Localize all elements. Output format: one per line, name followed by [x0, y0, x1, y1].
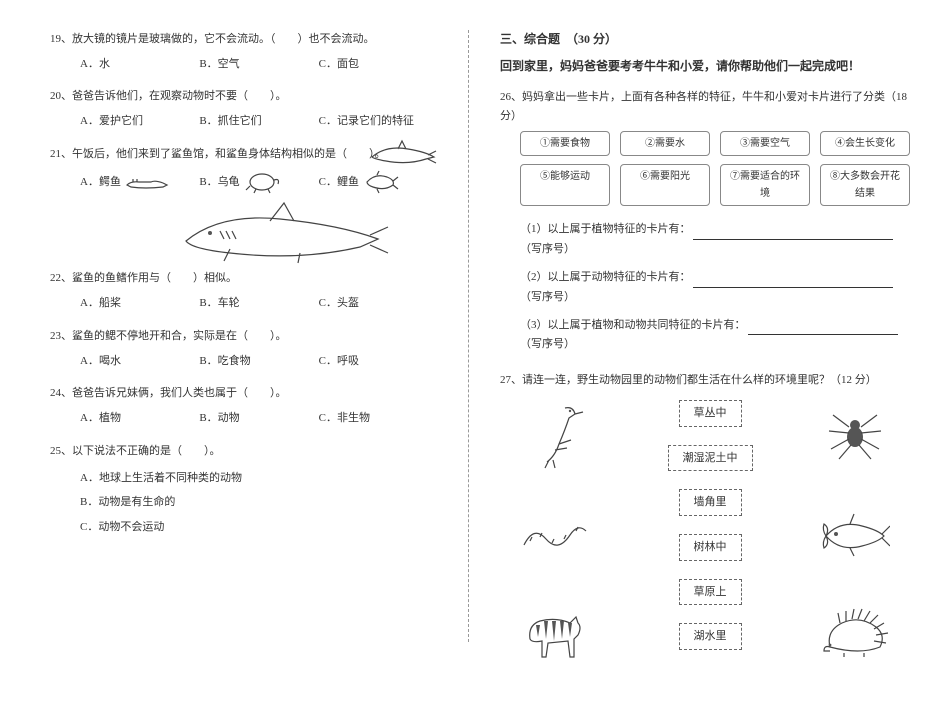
q21-opt-c: C．鲤鱼 — [319, 173, 359, 192]
q19-text: 19、放大镜的镜片是玻璃做的，它不会流动。（ ）也不会流动。 — [50, 30, 438, 49]
q24-opt-a: A．植物 — [80, 409, 199, 428]
spider-icon — [825, 405, 885, 465]
q21-opt-b: B．乌龟 — [199, 173, 239, 192]
q27: 27、请连一连，野生动物园里的动物们都生活在什么样的环境里呢？（12 分） — [500, 371, 910, 720]
carp-icon — [363, 169, 399, 195]
q19: 19、放大镜的镜片是玻璃做的，它不会流动。（ ）也不会流动。 A．水 B．空气 … — [50, 30, 438, 73]
q25-opt-a: A．地球上生活着不同种类的动物 — [80, 466, 438, 490]
q26: 26、妈妈拿出一些卡片，上面有各种各样的特征，牛牛和小爱对卡片进行了分类（18 … — [500, 88, 910, 355]
right-column: 三、综合题 （30 分） 回到家里，妈妈爸爸要考考牛牛和小爱，请你帮助他们一起完… — [475, 30, 910, 642]
q22-opt-c: C．头盔 — [319, 294, 438, 313]
env-6: 湖水里 — [679, 623, 742, 650]
blank-line — [748, 334, 898, 335]
q26-tail-3: （写序号） — [520, 338, 575, 350]
q22-text: 22、鲨鱼的鱼鳍作用与（ ）相似。 — [50, 269, 438, 288]
q25: 25、以下说法不正确的是（ ）。 A．地球上生活着不同种类的动物 B．动物是有生… — [50, 442, 438, 539]
blank-line — [693, 287, 893, 288]
woodpecker-icon — [525, 400, 585, 470]
crocodile-icon — [125, 171, 169, 193]
turtle-icon — [244, 170, 282, 194]
q23-opt-c: C．呼吸 — [319, 352, 438, 371]
q19-opt-b: B．空气 — [199, 55, 318, 74]
q20-opt-c: C．记录它们的特征 — [319, 112, 438, 131]
q23-opt-a: A．喝水 — [80, 352, 199, 371]
q22: 22、鲨鱼的鱼鳍作用与（ ）相似。 A．船桨 B．车轮 C．头盔 — [50, 269, 438, 312]
hedgehog-icon — [820, 607, 890, 662]
q25-opt-b: B．动物是有生命的 — [80, 490, 438, 514]
q20-text: 20、爸爸告诉他们，在观察动物时不要（ ）。 — [50, 87, 438, 106]
q24-opt-c: C．非生物 — [319, 409, 438, 428]
card-8: ⑧大多数会开花结果 — [820, 164, 910, 206]
blank-line — [693, 239, 893, 240]
q26-line2-pre: （2）以上属于动物特征的卡片有： — [520, 271, 691, 283]
section-title: 三、综合题 （30 分） — [500, 30, 910, 47]
q26-line3-pre: （3）以上属于植物和动物共同特征的卡片有： — [520, 319, 746, 331]
zebra-icon — [520, 605, 590, 665]
q24: 24、爸爸告诉兄妹俩，我们人类也属于（ ）。 A．植物 B．动物 C．非生物 — [50, 384, 438, 427]
card-7: ⑦需要适合的环境 — [720, 164, 810, 206]
q23: 23、鲨鱼的鳃不停地开和合，实际是在（ ）。 A．喝水 B．吃食物 C．呼吸 — [50, 327, 438, 370]
shark-small-icon — [368, 139, 438, 169]
q21-opt-a: A．鳄鱼 — [80, 173, 121, 192]
env-4: 树林中 — [679, 534, 742, 561]
q23-text: 23、鲨鱼的鳃不停地开和合，实际是在（ ）。 — [50, 327, 438, 346]
q24-text: 24、爸爸告诉兄妹俩，我们人类也属于（ ）。 — [50, 384, 438, 403]
q25-text: 25、以下说法不正确的是（ ）。 — [50, 442, 438, 461]
q27-text: 27、请连一连，野生动物园里的动物们都生活在什么样的环境里呢？（12 分） — [500, 371, 910, 390]
q20: 20、爸爸告诉他们，在观察动物时不要（ ）。 A．爱护它们 B．抓住它们 C．记… — [50, 87, 438, 130]
env-5: 草原上 — [679, 579, 742, 606]
card-5: ⑤能够运动 — [520, 164, 610, 206]
card-6: ⑥需要阳光 — [620, 164, 710, 206]
env-1: 草丛中 — [679, 400, 742, 427]
card-4: ④会生长变化 — [820, 131, 910, 156]
q20-opt-b: B．抓住它们 — [199, 112, 318, 131]
earthworm-icon — [520, 515, 590, 555]
q22-opt-b: B．车轮 — [199, 294, 318, 313]
q25-opt-c: C．动物不会运动 — [80, 515, 438, 539]
left-column: 19、放大镜的镜片是玻璃做的，它不会流动。（ ）也不会流动。 A．水 B．空气 … — [50, 30, 463, 642]
card-2: ②需要水 — [620, 131, 710, 156]
q24-opt-b: B．动物 — [199, 409, 318, 428]
fish-icon — [820, 510, 890, 560]
q19-opt-c: C．面包 — [319, 55, 438, 74]
intro-text: 回到家里，妈妈爸爸要考考牛牛和小爱，请你帮助他们一起完成吧！ — [500, 57, 910, 74]
shark-large-icon — [180, 199, 390, 269]
q26-line1-pre: （1）以上属于植物特征的卡片有： — [520, 223, 691, 235]
card-3: ③需要空气 — [720, 131, 810, 156]
q20-opt-a: A．爱护它们 — [80, 112, 199, 131]
env-3: 墙角里 — [679, 489, 742, 516]
q26-text: 26、妈妈拿出一些卡片，上面有各种各样的特征，牛牛和小爱对卡片进行了分类（18 … — [500, 88, 910, 125]
q23-opt-b: B．吃食物 — [199, 352, 318, 371]
q21: 21、午饭后，他们来到了鲨鱼馆，和鲨鱼身体结构相似的是（ ）。 A．鳄鱼 B．乌… — [50, 145, 438, 196]
column-divider — [468, 30, 470, 642]
q22-opt-a: A．船桨 — [80, 294, 199, 313]
q26-tail-1: （写序号） — [520, 243, 575, 255]
q26-tail-2: （写序号） — [520, 291, 575, 303]
card-1: ①需要食物 — [520, 131, 610, 156]
env-2: 潮湿泥土中 — [668, 445, 753, 472]
q19-opt-a: A．水 — [80, 55, 199, 74]
